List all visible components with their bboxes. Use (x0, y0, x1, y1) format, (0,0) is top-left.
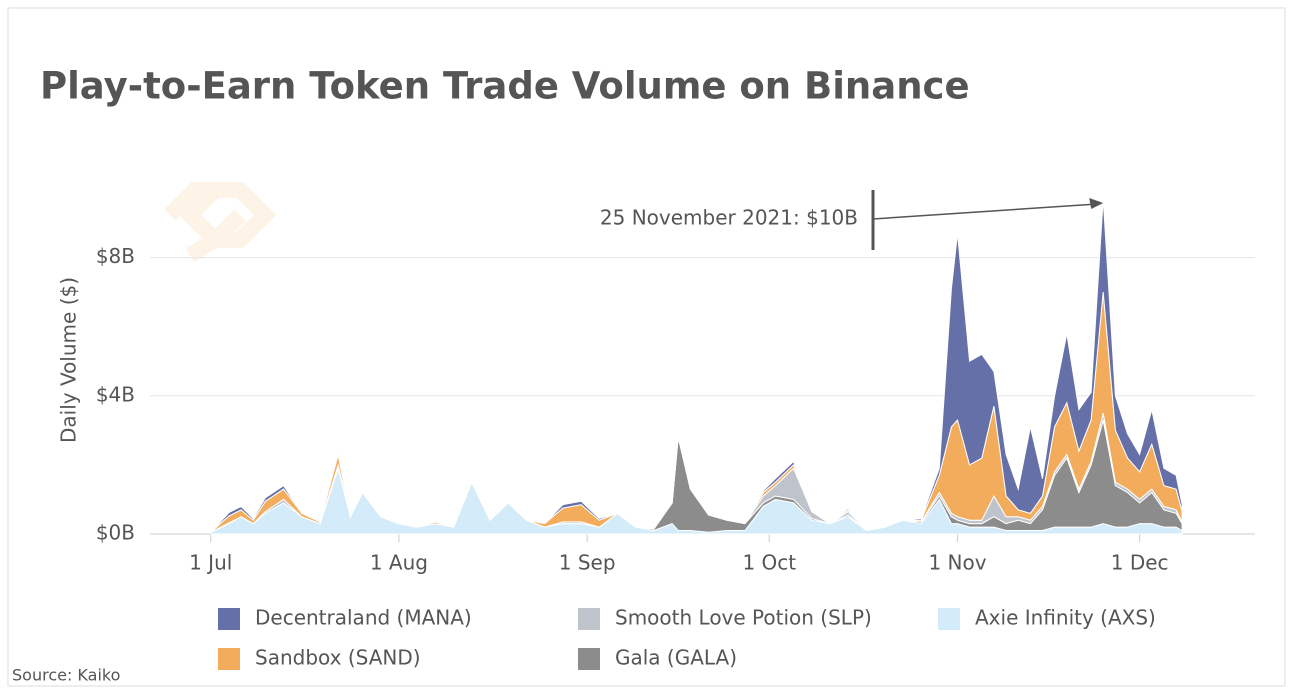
legend-label: Decentraland (MANA) (255, 606, 472, 630)
legend-swatch (578, 648, 600, 670)
y-axis-label: Daily Volume ($) (57, 277, 81, 443)
annotation: 25 November 2021: $10B (600, 206, 858, 230)
x-tick-label: 1 Aug (370, 551, 428, 575)
legend-label: Gala (GALA) (615, 646, 737, 670)
legend-label: Axie Infinity (AXS) (975, 606, 1156, 630)
legend-swatch (578, 608, 600, 630)
arrow-head (1089, 198, 1104, 209)
source: Source: Kaiko (12, 666, 120, 685)
area (210, 198, 1183, 533)
legend-swatch (938, 608, 960, 630)
y-tick-label: $8B (96, 244, 135, 268)
x-tick-label: 1 Sep (559, 551, 616, 575)
x-tick-label: 1 Nov (928, 551, 986, 575)
y-tick-label: $0B (96, 521, 135, 545)
frame (7, 7, 1286, 687)
annotation-arrow (872, 203, 1098, 220)
legend-label: Smooth Love Potion (SLP) (615, 606, 872, 630)
x-tick-label: 1 Oct (742, 551, 796, 575)
x-tick-label: 1 Jul (189, 551, 232, 575)
watermark-logo (164, 182, 277, 262)
y-tick-label: $4B (96, 382, 135, 406)
chart-title: Play-to-Earn Token Trade Volume on Binan… (40, 65, 970, 108)
legend-swatch (218, 608, 240, 630)
legend-swatch (218, 648, 240, 670)
legend-label: Sandbox (SAND) (255, 646, 421, 670)
x-tick-label: 1 Dec (1111, 551, 1169, 575)
